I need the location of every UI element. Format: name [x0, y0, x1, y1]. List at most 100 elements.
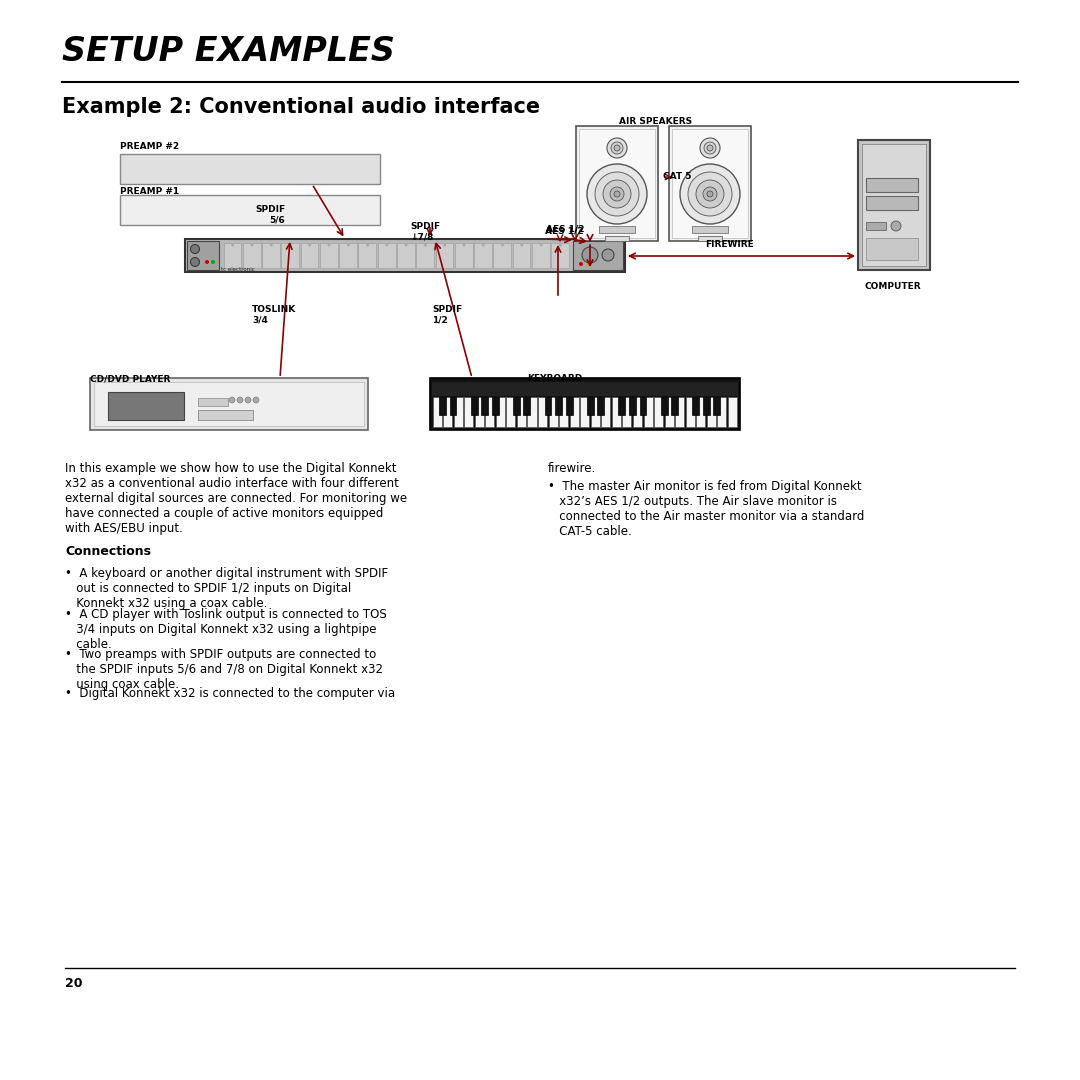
Bar: [576, 126, 658, 241]
Bar: [569, 397, 579, 427]
Bar: [339, 243, 357, 268]
Circle shape: [703, 187, 717, 201]
Text: 20: 20: [65, 977, 82, 990]
Circle shape: [603, 180, 631, 208]
Bar: [449, 397, 457, 415]
Circle shape: [704, 141, 716, 154]
Circle shape: [366, 243, 369, 246]
Bar: [586, 397, 594, 415]
Bar: [551, 243, 569, 268]
Bar: [432, 397, 442, 427]
Bar: [866, 238, 918, 260]
Bar: [654, 397, 663, 427]
Bar: [455, 243, 473, 268]
Bar: [416, 243, 434, 268]
Bar: [443, 397, 453, 427]
Text: •  Two preamps with SPDIF outputs are connected to
   the SPDIF inputs 5/6 and 7: • Two preamps with SPDIF outputs are con…: [65, 648, 383, 691]
Bar: [513, 397, 519, 415]
Bar: [454, 397, 462, 427]
Bar: [605, 237, 629, 241]
Circle shape: [237, 397, 243, 403]
Text: PREAMP #2: PREAMP #2: [120, 141, 179, 151]
Text: SPDIF
↓7/8: SPDIF ↓7/8: [410, 222, 441, 242]
Bar: [435, 243, 454, 268]
Circle shape: [251, 243, 254, 246]
Bar: [471, 397, 477, 415]
Bar: [544, 397, 552, 415]
Bar: [580, 397, 590, 427]
Bar: [527, 397, 537, 427]
Bar: [300, 243, 319, 268]
Circle shape: [270, 243, 272, 246]
Bar: [359, 243, 376, 268]
Bar: [491, 397, 499, 415]
Circle shape: [696, 180, 724, 208]
Bar: [717, 397, 727, 427]
Circle shape: [253, 397, 259, 403]
Circle shape: [424, 243, 427, 246]
Circle shape: [707, 145, 713, 151]
Circle shape: [205, 260, 210, 264]
Bar: [633, 397, 642, 427]
Bar: [474, 243, 491, 268]
Text: firewire.: firewire.: [548, 462, 596, 475]
Bar: [507, 397, 515, 427]
Bar: [669, 126, 751, 241]
Bar: [224, 243, 241, 268]
Bar: [485, 397, 495, 427]
Bar: [675, 397, 685, 427]
Bar: [108, 392, 184, 420]
Text: AES 1/2: AES 1/2: [546, 225, 584, 234]
Circle shape: [245, 397, 251, 403]
Bar: [524, 397, 530, 415]
Circle shape: [607, 138, 627, 158]
Circle shape: [615, 145, 620, 151]
Text: TOSLINK
3/4: TOSLINK 3/4: [252, 305, 296, 324]
Circle shape: [229, 397, 235, 403]
Circle shape: [190, 257, 200, 267]
Bar: [198, 399, 228, 406]
Circle shape: [579, 262, 583, 266]
Circle shape: [482, 243, 485, 246]
Bar: [94, 382, 364, 426]
Bar: [559, 397, 568, 427]
Bar: [243, 243, 260, 268]
Bar: [430, 378, 740, 430]
Circle shape: [405, 243, 407, 246]
Circle shape: [558, 243, 562, 246]
Text: KEYBOARD: KEYBOARD: [527, 374, 582, 383]
Circle shape: [190, 244, 200, 254]
Bar: [549, 397, 557, 427]
Text: AIR SPEAKERS: AIR SPEAKERS: [620, 117, 692, 126]
Circle shape: [211, 260, 215, 264]
Bar: [686, 397, 694, 427]
Circle shape: [347, 243, 350, 246]
Circle shape: [540, 243, 542, 246]
Bar: [703, 397, 710, 415]
Circle shape: [308, 243, 311, 246]
Text: •  A keyboard or another digital instrument with SPDIF
   out is connected to SP: • A keyboard or another digital instrume…: [65, 567, 388, 610]
Bar: [597, 397, 604, 415]
Circle shape: [501, 243, 504, 246]
Bar: [697, 397, 705, 427]
Bar: [622, 397, 632, 427]
Circle shape: [611, 141, 623, 154]
Bar: [866, 178, 918, 192]
Bar: [629, 397, 636, 415]
Circle shape: [595, 172, 639, 216]
Circle shape: [521, 243, 524, 246]
Bar: [866, 195, 918, 210]
Bar: [639, 397, 647, 415]
Circle shape: [680, 164, 740, 224]
Bar: [706, 397, 716, 427]
Bar: [591, 397, 599, 427]
Bar: [728, 397, 737, 427]
Bar: [320, 243, 338, 268]
Bar: [496, 397, 504, 427]
Circle shape: [602, 249, 615, 261]
Bar: [482, 397, 488, 415]
Text: SETUP EXAMPLES: SETUP EXAMPLES: [62, 35, 395, 68]
Bar: [90, 378, 368, 430]
Bar: [664, 397, 674, 427]
Bar: [619, 397, 625, 415]
